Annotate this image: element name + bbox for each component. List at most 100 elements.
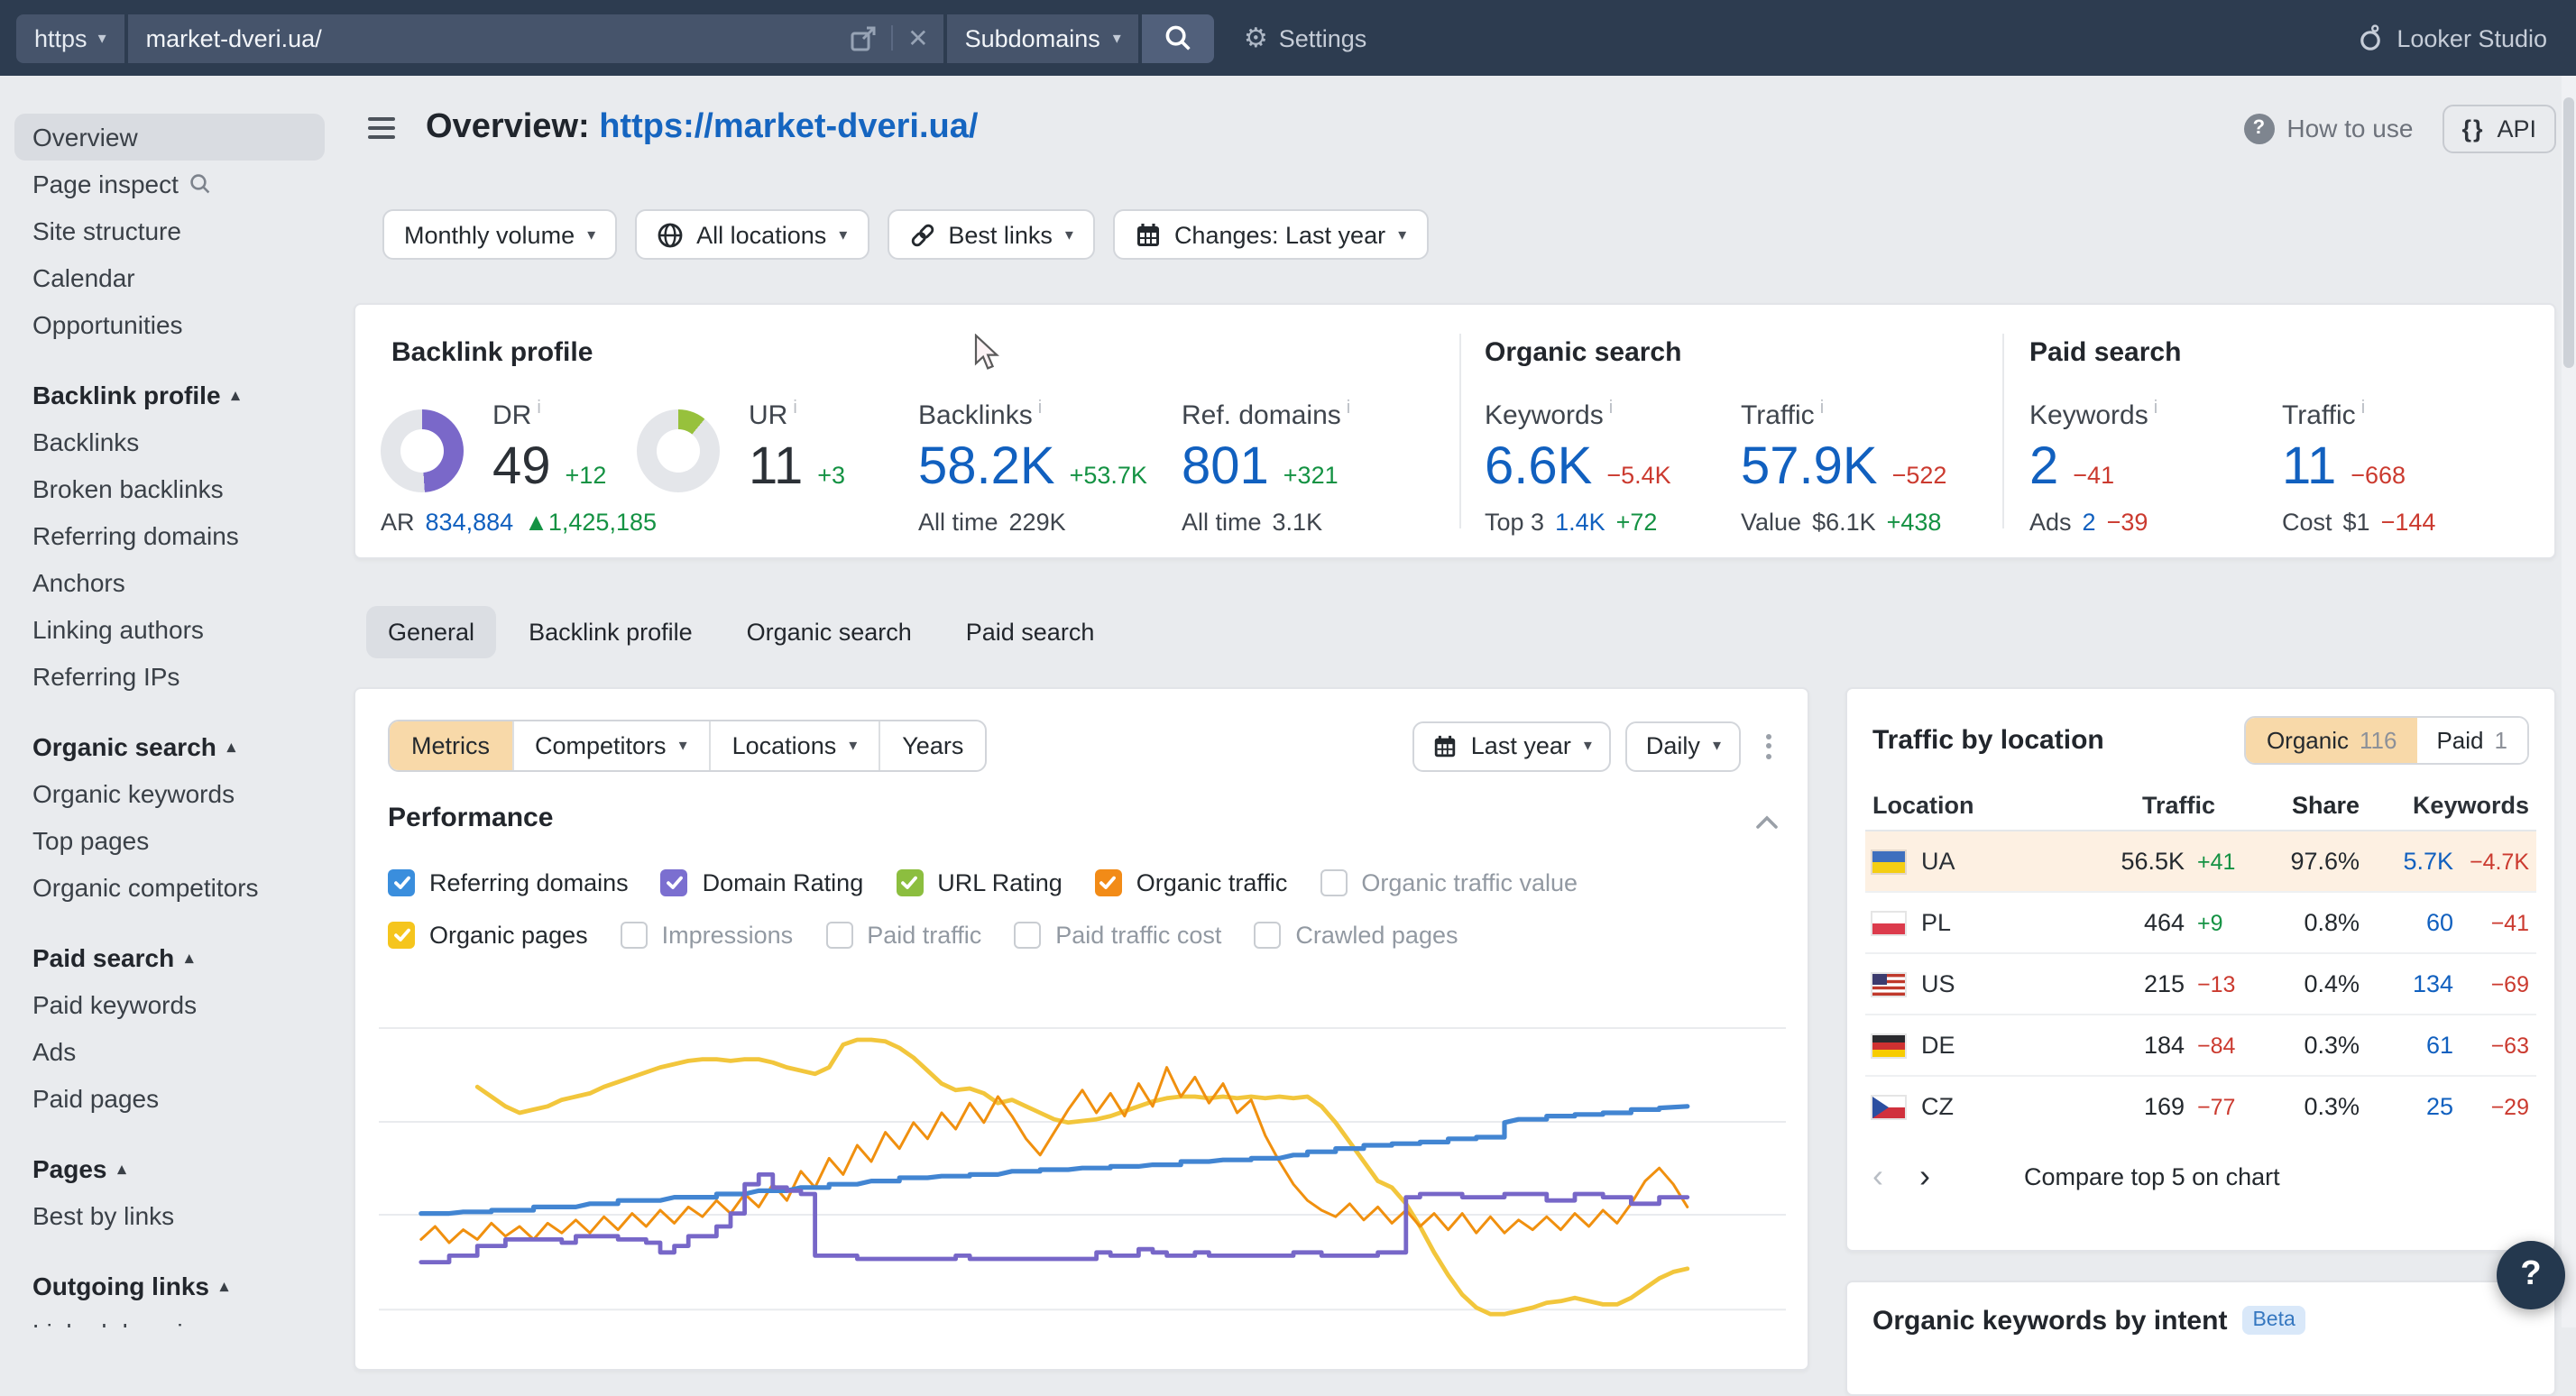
checkbox-crawled-pages[interactable]: Crawled pages	[1254, 922, 1458, 949]
changes-period-dropdown[interactable]: Changes: Last year ▾	[1112, 209, 1429, 260]
sidebar-item-best-by-links[interactable]: Best by links	[32, 1201, 175, 1230]
ads-value-link[interactable]: 2	[2082, 509, 2096, 536]
sidebar-section-outgoing-links[interactable]: Outgoing links ▴	[32, 1272, 229, 1300]
links-mode-dropdown[interactable]: Best links ▾	[887, 209, 1095, 260]
info-icon[interactable]: i	[2153, 399, 2158, 418]
how-to-use-button[interactable]: ? How to use	[2243, 113, 2413, 143]
organic-traffic-value-link[interactable]: 57.9K	[1741, 438, 1878, 496]
scrollbar[interactable]	[2562, 76, 2576, 1327]
tab-years[interactable]: Years	[879, 721, 985, 770]
sidebar-section-pages[interactable]: Pages ▴	[32, 1154, 126, 1183]
sidebar-item-top-pages[interactable]: Top pages	[32, 826, 150, 855]
info-icon[interactable]: i	[2360, 399, 2366, 418]
menu-icon[interactable]	[361, 110, 402, 146]
granularity-dropdown[interactable]: Daily ▾	[1625, 721, 1741, 771]
volume-mode-dropdown[interactable]: Monthly volume ▾	[382, 209, 618, 260]
ref-domains-value-link[interactable]: 801	[1182, 438, 1269, 496]
sidebar-item-organic-keywords[interactable]: Organic keywords	[32, 779, 235, 808]
sidebar-item-calendar[interactable]: Calendar	[32, 263, 135, 292]
checkbox-organic-traffic-value[interactable]: Organic traffic value	[1320, 869, 1578, 896]
sidebar-item-organic-competitors[interactable]: Organic competitors	[32, 873, 259, 902]
unchecked-checkbox-icon	[1320, 869, 1348, 896]
tab-backlink-profile[interactable]: Backlink profile	[529, 619, 693, 646]
ref-domains-stat: Ref. domains i 801 +321	[1182, 399, 1351, 496]
locations-filter-dropdown[interactable]: All locations ▾	[635, 209, 869, 260]
prev-page-icon[interactable]: ‹	[1872, 1158, 1883, 1194]
sidebar-item-broken-backlinks[interactable]: Broken backlinks	[32, 474, 224, 503]
backlinks-value-link[interactable]: 58.2K	[918, 438, 1055, 496]
paid-traffic-value-link[interactable]: 11	[2282, 438, 2337, 496]
toggle-organic[interactable]: Organic 116	[2246, 718, 2417, 763]
next-page-icon[interactable]: ›	[1919, 1158, 1930, 1194]
scrollbar-thumb[interactable]	[2563, 97, 2574, 368]
sidebar-item-referring-domains[interactable]: Referring domains	[32, 521, 239, 550]
sidebar-item-paid-pages[interactable]: Paid pages	[32, 1084, 160, 1113]
help-button[interactable]: ?	[2497, 1241, 2565, 1309]
compare-top5-link[interactable]: Compare top 5 on chart	[2024, 1162, 2280, 1189]
checkbox-impressions[interactable]: Impressions	[620, 922, 793, 949]
sidebar-section-backlink-profile[interactable]: Backlink profile ▴	[32, 381, 240, 409]
sidebar-item-linked-domains[interactable]: Linked domains	[0, 1309, 325, 1327]
sidebar-item-overview[interactable]: Overview	[14, 114, 325, 161]
sidebar-section-organic-search[interactable]: Organic search ▴	[32, 732, 235, 761]
sidebar-section-paid-search[interactable]: Paid search ▴	[32, 943, 194, 972]
table-row-us[interactable]: US 215 −13 0.4% 134 −69	[1865, 952, 2536, 1014]
checkbox-domain-rating[interactable]: Domain Rating	[660, 869, 863, 896]
tab-competitors[interactable]: Competitors ▾	[511, 721, 709, 770]
tab-locations[interactable]: Locations ▾	[708, 721, 879, 770]
organic-keywords-value-link[interactable]: 6.6K	[1485, 438, 1593, 496]
clear-input-icon[interactable]: ✕	[907, 23, 929, 51]
tab-metrics[interactable]: Metrics	[390, 721, 511, 770]
sidebar-item-opportunities[interactable]: Opportunities	[32, 310, 183, 339]
search-button[interactable]	[1142, 14, 1215, 62]
open-external-icon[interactable]	[850, 24, 877, 51]
checkbox-organic-pages[interactable]: Organic pages	[388, 922, 588, 949]
sidebar-item-site-structure[interactable]: Site structure	[32, 216, 181, 245]
paid-count: 1	[2494, 727, 2507, 754]
tab-paid-search[interactable]: Paid search	[965, 619, 1095, 646]
info-icon[interactable]: i	[1346, 399, 1351, 418]
checkbox-paid-traffic-cost[interactable]: Paid traffic cost	[1014, 922, 1221, 949]
sidebar-item-ads[interactable]: Ads	[32, 1037, 77, 1066]
settings-button[interactable]: ⚙ Settings	[1244, 24, 1366, 51]
unchecked-checkbox-icon	[1254, 922, 1282, 949]
protocol-dropdown[interactable]: https ▾	[16, 14, 124, 62]
sidebar-item-referring-ips[interactable]: Referring IPs	[32, 662, 180, 691]
checkbox-organic-traffic[interactable]: Organic traffic	[1094, 869, 1287, 896]
collapse-section-icon[interactable]	[1755, 808, 1779, 835]
ref-domains-delta: +321	[1283, 462, 1339, 489]
flag-de-icon	[1872, 1034, 1905, 1056]
target-url-input[interactable]: market-dveri.ua/ ✕	[127, 14, 943, 62]
checkbox-paid-traffic[interactable]: Paid traffic	[825, 922, 981, 949]
info-icon[interactable]: i	[793, 399, 797, 418]
page-header: Overview: https://market-dveri.ua/ ? How…	[354, 97, 2556, 159]
info-icon[interactable]: i	[537, 399, 541, 418]
sidebar-item-linking-authors[interactable]: Linking authors	[32, 615, 204, 644]
tab-general[interactable]: General	[366, 606, 497, 658]
info-icon[interactable]: i	[1819, 399, 1825, 418]
info-icon[interactable]: i	[1037, 399, 1043, 418]
sidebar-item-page-inspect[interactable]: Page inspect	[0, 161, 325, 207]
more-options-icon[interactable]	[1755, 726, 1782, 766]
checkbox-referring-domains[interactable]: Referring domains	[388, 869, 629, 896]
top3-value-link[interactable]: 1.4K	[1555, 509, 1605, 536]
checkbox-url-rating[interactable]: URL Rating	[896, 869, 1063, 896]
looker-studio-button[interactable]: Looker Studio	[2357, 23, 2547, 52]
scope-dropdown[interactable]: Subdomains ▾	[946, 14, 1139, 62]
sidebar-item-anchors[interactable]: Anchors	[32, 568, 125, 597]
table-row-cz[interactable]: CZ 169 −77 0.3% 25 −29	[1865, 1075, 2536, 1136]
table-row-pl[interactable]: PL 464 +9 0.8% 60 −41	[1865, 891, 2536, 952]
tab-organic-search[interactable]: Organic search	[746, 619, 912, 646]
sidebar-item-backlinks[interactable]: Backlinks	[32, 427, 140, 456]
paid-keywords-value-link[interactable]: 2	[2029, 438, 2059, 496]
chevron-up-icon: ▴	[117, 1159, 126, 1177]
table-row-de[interactable]: DE 184 −84 0.3% 61 −63	[1865, 1014, 2536, 1075]
toggle-paid[interactable]: Paid 1	[2416, 718, 2527, 763]
sidebar-item-paid-keywords[interactable]: Paid keywords	[32, 990, 198, 1019]
target-link[interactable]: https://market-dveri.ua/	[599, 108, 979, 146]
api-button[interactable]: {} API	[2442, 104, 2556, 152]
info-icon[interactable]: i	[1608, 399, 1614, 418]
period-dropdown[interactable]: Last year ▾	[1412, 721, 1612, 771]
table-row-ua[interactable]: UA 56.5K +41 97.6% 5.7K −4.7K	[1865, 831, 2536, 891]
ar-value-link[interactable]: 834,884	[425, 509, 514, 536]
